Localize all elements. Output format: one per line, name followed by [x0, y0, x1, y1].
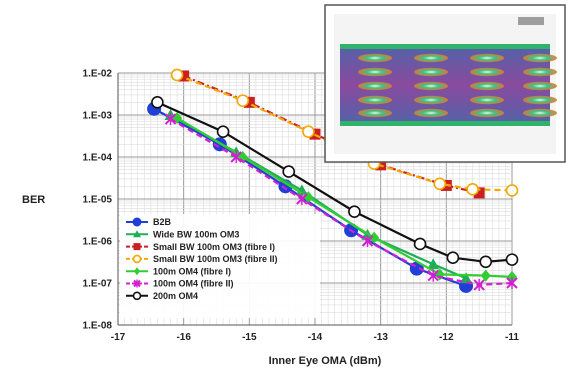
eye-opening	[523, 95, 557, 105]
eye-opening	[358, 53, 392, 63]
y-tick-label: 1.E-07	[83, 279, 113, 290]
legend-label: 200m OM4	[153, 291, 198, 301]
data-point	[236, 94, 250, 107]
data-point	[243, 96, 255, 108]
series-layer	[147, 68, 519, 293]
data-point	[151, 96, 164, 109]
data-point	[427, 269, 439, 282]
eye-opening	[470, 53, 504, 63]
eye-opening	[523, 53, 557, 63]
data-point	[133, 279, 141, 288]
eye-opening	[358, 95, 392, 105]
legend-box	[120, 214, 320, 318]
axes	[117, 73, 512, 326]
y-tick-label: 1.E-08	[83, 321, 113, 332]
eye-opening	[470, 67, 504, 77]
data-point	[479, 255, 493, 269]
data-point	[302, 125, 315, 139]
data-point	[473, 187, 485, 199]
legend-item: 100m OM4 (fibre II)	[126, 279, 234, 289]
data-point	[505, 253, 519, 266]
data-point	[433, 177, 447, 191]
eye-opening	[414, 53, 448, 63]
eye-opening	[523, 81, 557, 91]
y-axis-title: BER	[22, 194, 45, 206]
eye-opening	[414, 95, 448, 105]
eye-opening	[414, 108, 448, 118]
labels: 1.E-08 1.E-07 1.E-06 1.E-05 1.E-04 1.E-03 1.E-…	[22, 69, 519, 368]
eye-opening	[358, 81, 392, 91]
legend-label: Wide BW 100m OM3	[153, 230, 239, 240]
data-point	[466, 183, 479, 196]
data-point	[473, 278, 485, 291]
data-point	[361, 235, 374, 247]
data-point	[446, 251, 460, 265]
data-point	[348, 205, 361, 218]
legend-label: Small BW 100m OM3 (fibre II)	[153, 254, 278, 264]
eye-opening	[470, 108, 504, 118]
inset-label-box	[518, 17, 544, 25]
x-tick-label: -15	[242, 332, 257, 343]
eye-opening	[523, 67, 557, 77]
eye-opening	[358, 67, 392, 77]
legend-item: B2B	[126, 217, 172, 227]
legend-label: Small BW 100m OM3 (fibre I)	[153, 242, 275, 252]
series-small-bw-100m-om3-fibre-ii-	[170, 68, 519, 197]
eye-opening	[470, 95, 504, 105]
data-point	[170, 68, 184, 82]
y-tick-label: 1.E-05	[83, 195, 113, 206]
x-tick-label: -11	[505, 332, 519, 343]
x-axis-title: Inner Eye OMA (dBm)	[269, 355, 382, 367]
data-point	[133, 243, 141, 251]
x-tick-label: -14	[308, 332, 323, 343]
eye-opening	[470, 81, 504, 91]
data-point	[134, 267, 140, 276]
y-tick-label: 1.E-03	[83, 111, 113, 122]
x-tick-label: -17	[111, 332, 126, 343]
legend: B2B Wide BW 100m OM3 Small BW 100m OM3 (fi…	[120, 214, 320, 318]
eye-opening	[523, 108, 557, 118]
data-point	[282, 165, 296, 178]
data-point	[230, 151, 242, 163]
x-tick-label: -13	[373, 332, 388, 343]
data-point	[427, 258, 440, 270]
data-point	[164, 113, 177, 126]
y-tick-label: 1.E-02	[83, 69, 113, 80]
eye-opening	[414, 81, 448, 91]
data-point	[132, 291, 142, 301]
legend-label: B2B	[153, 217, 172, 227]
data-point	[506, 277, 518, 289]
eye-opening	[358, 108, 392, 118]
data-point	[132, 254, 142, 264]
data-point	[296, 193, 308, 205]
x-tick-label: -12	[439, 332, 454, 343]
y-tick-label: 1.E-06	[83, 237, 113, 248]
data-point	[480, 269, 491, 282]
series-100m-om4-fibre-ii-	[164, 113, 518, 291]
y-tick-label: 1.E-04	[83, 153, 113, 164]
x-tick-label: -16	[176, 332, 191, 343]
series-200m-om4	[151, 96, 519, 269]
data-point	[133, 230, 141, 238]
data-point	[178, 70, 190, 82]
legend-label: 100m OM4 (fibre I)	[153, 266, 231, 276]
legend-item: 200m OM4	[126, 291, 198, 301]
legend-item: Small BW 100m OM3 (fibre II)	[126, 254, 278, 264]
legend-label: 100m OM4 (fibre II)	[153, 279, 234, 289]
eye-opening	[414, 67, 448, 77]
legend-item: Wide BW 100m OM3	[126, 230, 239, 240]
legend-item: Small BW 100m OM3 (fibre I)	[126, 242, 275, 252]
data-point	[413, 237, 427, 251]
eye-diagram-inset	[324, 4, 566, 163]
data-point	[505, 184, 519, 197]
legend-item: 100m OM4 (fibre I)	[126, 266, 231, 276]
data-point	[216, 125, 230, 139]
data-point	[132, 217, 142, 227]
data-point	[460, 272, 473, 284]
data-point	[369, 231, 380, 244]
